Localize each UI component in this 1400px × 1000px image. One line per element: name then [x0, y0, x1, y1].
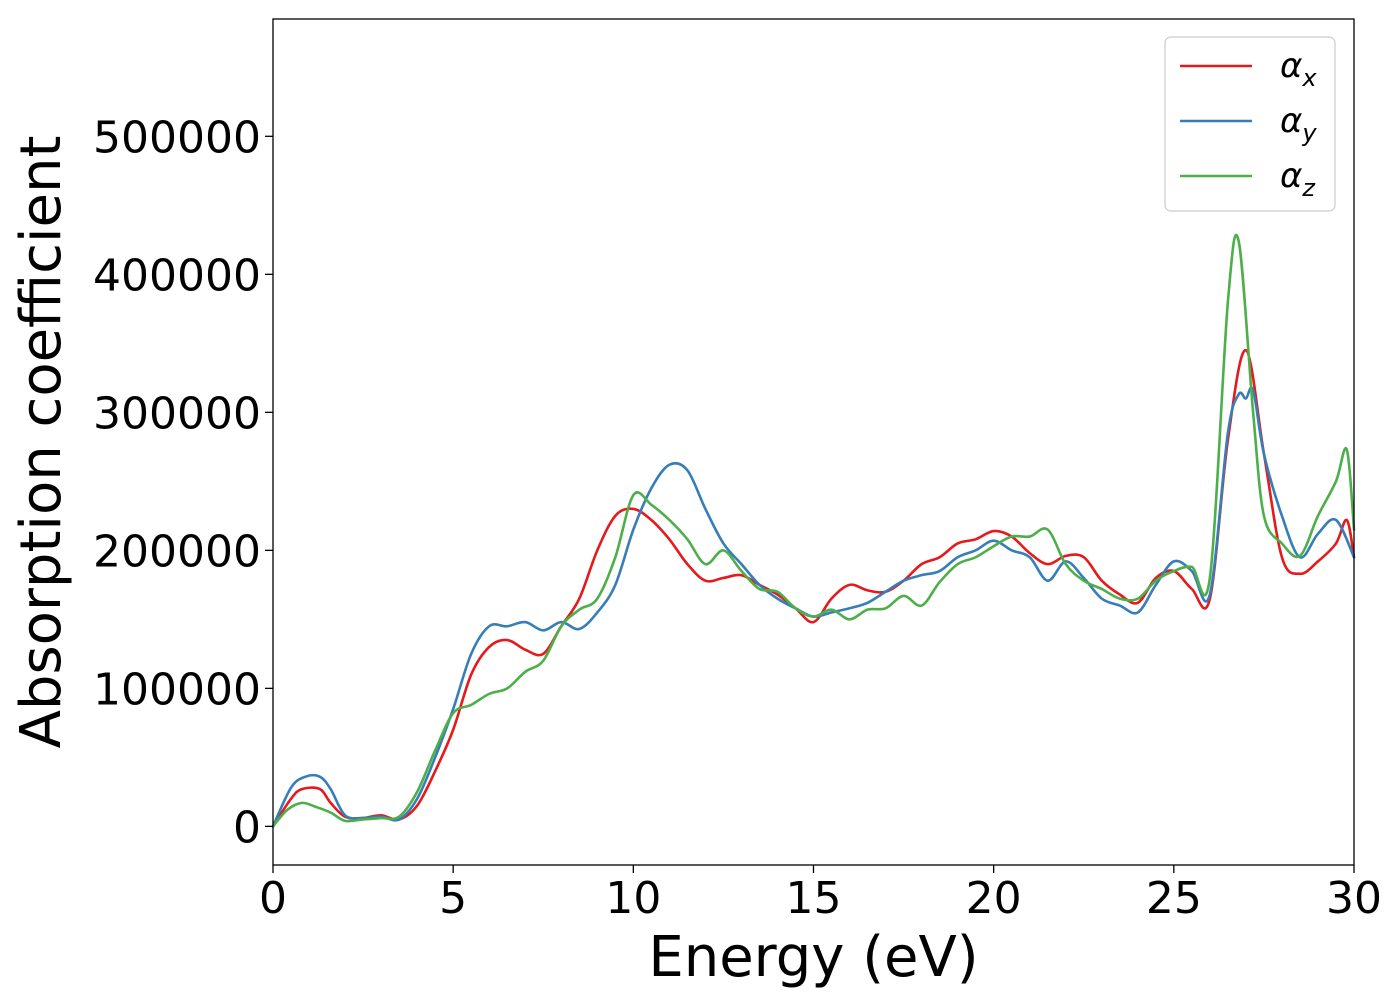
x-tick-label: 5: [439, 873, 467, 924]
series-layer: [271, 233, 1356, 828]
y-tick-label: 100000: [93, 664, 261, 715]
series-line-x: [271, 348, 1356, 828]
series-line-z: [271, 233, 1356, 828]
legend-box: [1164, 36, 1336, 212]
y-tick-label: 500000: [93, 112, 261, 163]
plot-area-frame: [272, 18, 1355, 866]
legend-label-y: αy: [1280, 101, 1317, 147]
y-axis-ticks: 0 100000 200000 300000 400000 500000: [93, 112, 273, 853]
y-tick-label: 200000: [93, 526, 261, 577]
x-tick-label: 10: [605, 873, 661, 924]
y-tick-label: 0: [233, 802, 261, 853]
y-tick-label: 300000: [93, 388, 261, 439]
y-axis-label: Absorption coefficient: [9, 136, 74, 749]
legend-label-x: αx: [1280, 46, 1317, 92]
legend-label-z: αz: [1280, 156, 1316, 202]
legend: αx αy αz: [1164, 36, 1336, 212]
x-tick-label: 20: [966, 873, 1022, 924]
x-axis-label: Energy (eV): [648, 925, 978, 990]
x-tick-label: 30: [1326, 873, 1382, 924]
x-tick-label: 25: [1146, 873, 1202, 924]
x-tick-label: 0: [259, 873, 287, 924]
x-tick-label: 15: [786, 873, 842, 924]
x-axis-ticks: 0 5 10 15 20 25 30: [259, 865, 1382, 924]
y-tick-label: 400000: [93, 250, 261, 301]
